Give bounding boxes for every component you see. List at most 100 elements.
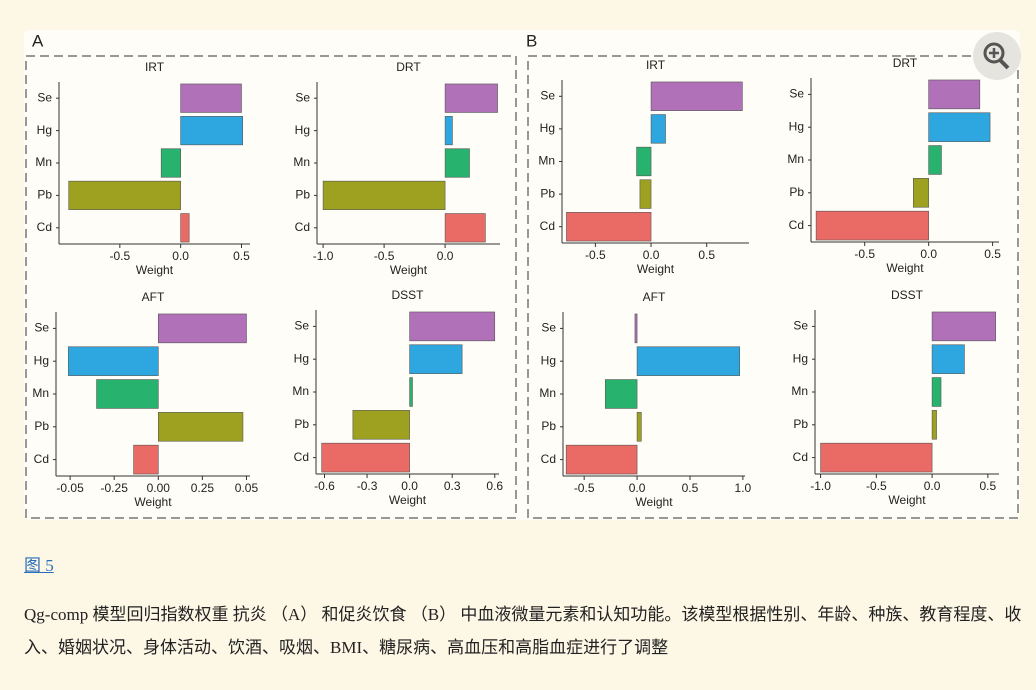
bar	[68, 180, 181, 210]
bar	[409, 311, 496, 342]
bar	[322, 180, 446, 210]
bar	[820, 442, 933, 473]
bar	[650, 114, 666, 144]
y-tick-label: Hg	[37, 123, 52, 137]
bar	[409, 344, 463, 374]
y-tick-label: Hg	[294, 351, 309, 365]
x-tick-label: 0.05	[235, 481, 259, 495]
bar	[566, 212, 652, 242]
figure-caption: Qg-comp 模型回归指数权重 抗炎 （A） 和促炎饮食 （B） 中血液微量元…	[24, 605, 1022, 657]
x-tick-label: 0.0	[643, 248, 660, 262]
panel-label: B	[526, 31, 537, 50]
bar	[444, 116, 453, 146]
x-tick-label: -1.0	[810, 479, 831, 493]
x-axis-label: Weight	[637, 262, 675, 276]
x-axis-label: Weight	[389, 493, 427, 507]
bar	[180, 213, 190, 243]
bar	[444, 148, 470, 178]
y-tick-label: Hg	[34, 353, 49, 367]
x-tick-label: -0.5	[866, 479, 887, 493]
y-tick-label: Pb	[541, 419, 556, 433]
x-tick-label: 0.0	[437, 249, 454, 263]
bar	[815, 210, 929, 241]
y-tick-label: Mn	[35, 155, 52, 169]
chart-title: DRT	[893, 56, 918, 70]
y-tick-label: Se	[540, 88, 555, 102]
x-tick-label: -0.5	[585, 248, 606, 262]
y-tick-label: Hg	[295, 123, 310, 137]
y-tick-label: Hg	[789, 119, 804, 133]
y-tick-label: Cd	[295, 220, 310, 234]
bar	[96, 379, 159, 409]
bar	[931, 344, 965, 374]
bar	[321, 442, 410, 473]
zoom-button[interactable]	[973, 32, 1021, 80]
x-tick-label: 0.00	[147, 481, 171, 495]
bar	[650, 81, 743, 111]
y-tick-label: Cd	[541, 452, 556, 466]
figure-link[interactable]: 图 5	[24, 556, 54, 575]
x-tick-label: 0.0	[924, 479, 941, 493]
bar	[444, 213, 486, 243]
x-tick-label: -0.5	[109, 249, 130, 263]
y-tick-label: Pb	[34, 419, 49, 433]
x-axis-label: Weight	[136, 263, 174, 277]
x-tick-label: -0.5	[574, 481, 595, 495]
bar	[160, 148, 181, 178]
y-tick-label: Mn	[787, 152, 804, 166]
bar	[931, 377, 942, 407]
panel-frame	[527, 55, 1019, 519]
y-tick-label: Mn	[292, 384, 309, 398]
bar	[931, 311, 996, 342]
x-tick-label: -0.05	[56, 481, 84, 495]
x-tick-label: 0.0	[172, 249, 189, 263]
y-tick-label: Hg	[540, 121, 555, 135]
y-tick-label: Pb	[793, 417, 808, 431]
bar	[68, 346, 159, 376]
bar	[639, 179, 652, 209]
y-tick-label: Se	[793, 319, 808, 333]
x-tick-label: -0.5	[854, 247, 875, 261]
y-tick-label: Cd	[34, 452, 49, 466]
bar	[157, 313, 247, 344]
bar	[180, 116, 244, 146]
bar	[931, 410, 937, 440]
bar	[133, 444, 159, 475]
x-axis-label: Weight	[888, 493, 926, 507]
bar	[928, 79, 981, 110]
x-tick-label: -0.3	[357, 479, 378, 493]
y-tick-label: Pb	[789, 185, 804, 199]
x-tick-label: -0.25	[101, 481, 129, 495]
bar	[636, 412, 642, 442]
y-tick-label: Cd	[789, 218, 804, 232]
x-tick-label: 0.5	[698, 248, 715, 262]
bar	[928, 112, 991, 142]
x-tick-label: 0.0	[920, 247, 937, 261]
bar	[409, 377, 413, 407]
chart-title: AFT	[142, 290, 165, 304]
panel-frame	[25, 55, 517, 519]
y-tick-label: Mn	[791, 384, 808, 398]
y-tick-label: Hg	[541, 353, 556, 367]
y-tick-label: Mn	[538, 154, 555, 168]
x-tick-label: 0.5	[233, 249, 250, 263]
y-tick-label: Pb	[37, 188, 52, 202]
x-tick-label: 0.0	[401, 479, 418, 493]
x-axis-label: Weight	[635, 495, 673, 509]
y-tick-label: Se	[789, 87, 804, 101]
x-axis-label: Weight	[134, 495, 172, 509]
bar	[636, 146, 652, 177]
x-tick-label: 0.6	[486, 479, 503, 493]
chart-title: AFT	[643, 290, 666, 304]
chart-title: DSST	[891, 288, 924, 302]
x-tick-label: 0.3	[444, 479, 461, 493]
x-tick-label: 0.5	[980, 479, 997, 493]
bar	[636, 346, 741, 376]
y-tick-label: Se	[37, 90, 52, 104]
y-tick-label: Pb	[295, 188, 310, 202]
y-tick-label: Mn	[539, 386, 556, 400]
y-tick-label: Cd	[37, 220, 52, 234]
y-tick-label: Cd	[294, 450, 309, 464]
x-tick-label: -1.0	[313, 249, 334, 263]
bar	[634, 313, 638, 344]
